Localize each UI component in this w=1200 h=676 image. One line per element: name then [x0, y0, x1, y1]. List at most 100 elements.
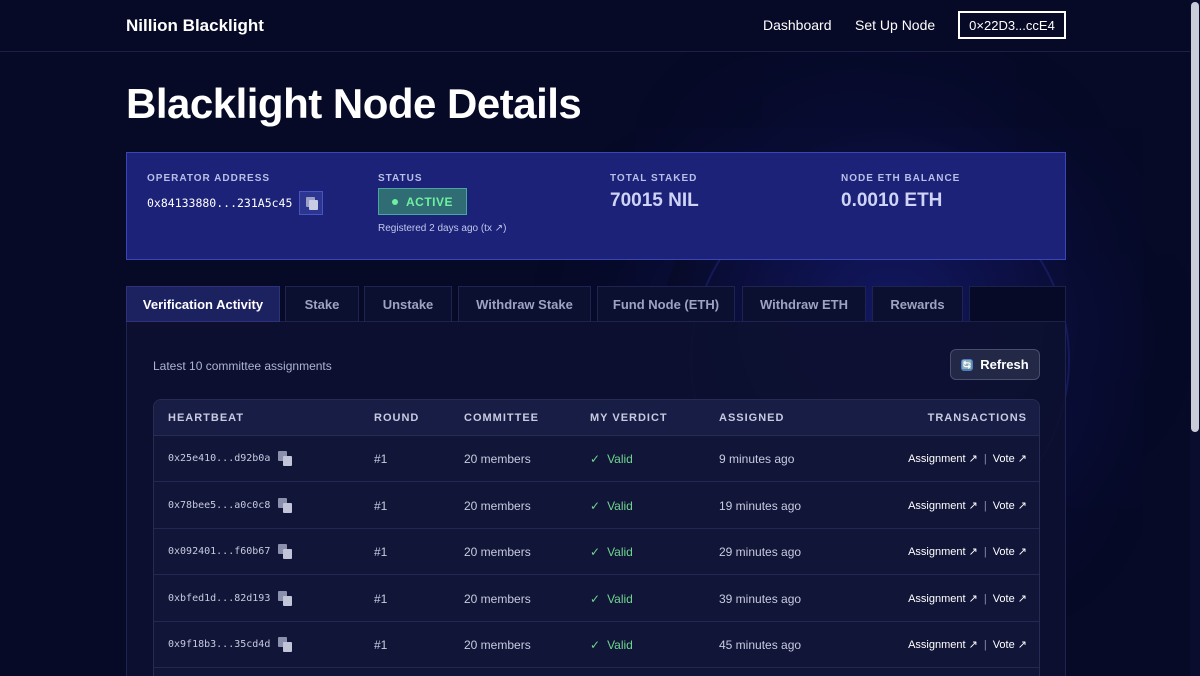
assignment-link[interactable]: Assignment ↗ [908, 453, 978, 465]
tab-bar-filler [969, 286, 1066, 322]
copy-address-button[interactable] [299, 191, 324, 215]
transaction-links: Assignment ↗ | Vote ↗ [908, 453, 1027, 465]
table-row: 0x25e410...d92b0a #1 20 members ✓ Valid 9… [154, 436, 1039, 482]
column-header-assigned: ASSIGNED [719, 412, 785, 424]
heartbeat-hash: 0x092401...f60b67 [168, 546, 271, 557]
assignment-link[interactable]: Assignment ↗ [908, 546, 978, 558]
copy-hash-button[interactable] [278, 591, 294, 607]
verdict-value: ✓ Valid [590, 545, 633, 559]
verdict-value: ✓ Valid [590, 592, 633, 606]
verdict-value: ✓ Valid [590, 499, 633, 513]
copy-hash-button[interactable] [278, 637, 294, 653]
nav-setup-node-link[interactable]: Set Up Node [855, 17, 936, 33]
round-value: #1 [374, 638, 388, 652]
column-header-heartbeat: HEARTBEAT [168, 412, 245, 424]
status-value: ACTIVE [406, 194, 454, 209]
committee-value: 20 members [464, 638, 531, 652]
tab-withdraw-eth[interactable]: Withdraw ETH [742, 286, 866, 322]
checkmark-icon: ✓ [590, 638, 601, 652]
top-nav-bar: Nillion Blacklight Dashboard Set Up Node… [0, 0, 1190, 52]
eth-balance-value: 0.0010 ETH [841, 190, 943, 211]
column-header-transactions: TRANSACTIONS [927, 412, 1027, 424]
total-staked-section: TOTAL STAKED 70015 NIL [610, 173, 699, 212]
node-info-panel: OPERATOR ADDRESS 0x84133880...231A5c45 S… [126, 152, 1066, 260]
checkmark-icon: ✓ [590, 452, 601, 466]
heartbeat-hash: 0x9f18b3...35cd4d [168, 639, 271, 650]
operator-address-value: 0x84133880...231A5c45 [147, 196, 293, 210]
eth-balance-section: NODE ETH BALANCE 0.0010 ETH [841, 173, 960, 212]
committee-value: 20 members [464, 545, 531, 559]
committee-value: 20 members [464, 452, 531, 466]
vote-link[interactable]: Vote ↗ [992, 500, 1027, 512]
assignment-link[interactable]: Assignment ↗ [908, 500, 978, 512]
assigned-time: 19 minutes ago [719, 499, 802, 513]
heartbeat-hash: 0x25e410...d92b0a [168, 453, 271, 464]
transaction-links: Assignment ↗ | Vote ↗ [908, 639, 1027, 651]
status-dot-icon [392, 198, 398, 205]
checkmark-icon: ✓ [590, 592, 601, 606]
assignment-link[interactable]: Assignment ↗ [908, 639, 978, 651]
total-staked-value: 70015 NIL [610, 190, 699, 211]
tab-stake[interactable]: Stake [285, 286, 359, 322]
wallet-address-button[interactable]: 0×22D3...ccE4 [958, 11, 1066, 39]
copy-hash-button[interactable] [278, 544, 294, 560]
status-section: STATUS ACTIVE Registered 2 days ago (tx … [378, 173, 506, 234]
heartbeat-hash: 0x78bee5...a0c0c8 [168, 500, 271, 511]
copy-hash-button[interactable] [278, 498, 294, 514]
tab-bar: Verification Activity Stake Unstake With… [126, 286, 1066, 322]
round-value: #1 [374, 592, 388, 606]
assigned-time: 9 minutes ago [719, 452, 795, 466]
table-row: 0xbfed1d...82d193 #1 20 members ✓ Valid 3… [154, 576, 1039, 622]
assigned-time: 39 minutes ago [719, 592, 802, 606]
transaction-links: Assignment ↗ | Vote ↗ [908, 500, 1027, 512]
column-header-round: ROUND [374, 412, 420, 424]
registered-tx-link[interactable]: Registered 2 days ago (tx ↗) [378, 223, 507, 234]
round-value: #1 [374, 499, 388, 513]
checkmark-icon: ✓ [590, 545, 601, 559]
verification-activity-panel: Latest 10 committee assignments 🔄 Refres… [126, 322, 1066, 676]
scrollbar-thumb[interactable] [1191, 2, 1199, 432]
transaction-links: Assignment ↗ | Vote ↗ [908, 546, 1027, 558]
vote-link[interactable]: Vote ↗ [992, 453, 1027, 465]
table-row: 0x092401...f60b67 #1 20 members ✓ Valid 2… [154, 529, 1039, 575]
refresh-button[interactable]: 🔄 Refresh [950, 349, 1040, 380]
copy-icon [278, 498, 287, 508]
eth-balance-label: NODE ETH BALANCE [841, 173, 961, 184]
status-badge: ACTIVE [378, 188, 468, 215]
table-row: 0x78bee5...a0c0c8 #1 20 members ✓ Valid 1… [154, 483, 1039, 529]
vote-link[interactable]: Vote ↗ [992, 639, 1027, 651]
vote-link[interactable]: Vote ↗ [992, 593, 1027, 605]
operator-address-section: OPERATOR ADDRESS 0x84133880...231A5c45 [147, 173, 324, 215]
round-value: #1 [374, 545, 388, 559]
tab-rewards[interactable]: Rewards [872, 286, 963, 322]
copy-hash-button[interactable] [278, 451, 294, 467]
status-label: STATUS [378, 173, 423, 184]
column-header-verdict: MY VERDICT [590, 412, 668, 424]
brand-logo[interactable]: Nillion Blacklight [126, 16, 264, 35]
assignment-link[interactable]: Assignment ↗ [908, 593, 978, 605]
operator-address-label: OPERATOR ADDRESS [147, 173, 271, 184]
tab-withdraw-stake[interactable]: Withdraw Stake [458, 286, 591, 322]
assigned-time: 45 minutes ago [719, 638, 802, 652]
checkmark-icon: ✓ [590, 499, 601, 513]
tab-verification-activity[interactable]: Verification Activity [126, 286, 280, 322]
copy-icon [278, 637, 287, 647]
activity-subtitle: Latest 10 committee assignments [153, 359, 332, 373]
column-header-committee: COMMITTEE [464, 412, 539, 424]
tab-fund-node[interactable]: Fund Node (ETH) [597, 286, 735, 322]
tab-unstake[interactable]: Unstake [364, 286, 452, 322]
verdict-value: ✓ Valid [590, 638, 633, 652]
refresh-icon: 🔄 [961, 358, 974, 371]
copy-icon [278, 451, 287, 461]
table-row: 0x9f18b3...35cd4d #1 20 members ✓ Valid 4… [154, 622, 1039, 668]
transaction-links: Assignment ↗ | Vote ↗ [908, 593, 1027, 605]
copy-icon [278, 591, 287, 601]
total-staked-label: TOTAL STAKED [610, 173, 698, 184]
nav-dashboard-link[interactable]: Dashboard [763, 17, 832, 33]
round-value: #1 [374, 452, 388, 466]
vote-link[interactable]: Vote ↗ [992, 546, 1027, 558]
page-scrollbar[interactable] [1190, 0, 1200, 676]
committee-value: 20 members [464, 592, 531, 606]
assigned-time: 29 minutes ago [719, 545, 802, 559]
copy-icon [278, 544, 287, 554]
